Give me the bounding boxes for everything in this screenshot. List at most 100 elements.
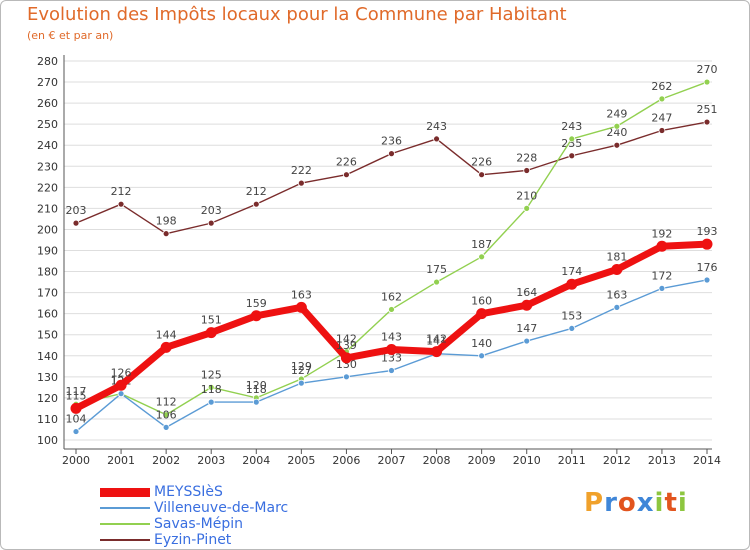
data-label: 176	[697, 261, 718, 274]
y-tick-label: 190	[37, 245, 58, 258]
data-label: 203	[201, 204, 222, 217]
data-point	[343, 373, 350, 381]
logo-letter: o	[617, 488, 637, 518]
data-point	[433, 278, 440, 286]
x-tick-label: 2008	[423, 454, 451, 467]
data-label: 249	[606, 107, 627, 120]
data-point	[613, 122, 621, 130]
data-label: 139	[336, 339, 357, 352]
x-tick-label: 2002	[152, 454, 180, 467]
x-tick-label: 2004	[242, 454, 270, 467]
data-label: 142	[426, 333, 447, 346]
chart-title: Evolution des Impôts locaux pour la Comm…	[27, 4, 567, 25]
data-label: 243	[426, 120, 447, 133]
data-point	[521, 299, 533, 311]
x-tick-label: 2010	[513, 454, 541, 467]
data-label: 203	[66, 204, 87, 217]
data-point	[613, 303, 621, 311]
y-tick-label: 240	[37, 139, 58, 152]
legend-swatch	[100, 539, 150, 541]
data-point	[162, 230, 170, 238]
x-tick-label: 2007	[378, 454, 406, 467]
data-point	[523, 204, 531, 212]
data-label: 174	[561, 265, 582, 278]
data-label: 144	[156, 328, 177, 341]
data-label: 115	[66, 389, 87, 402]
data-point	[658, 127, 666, 134]
data-point	[523, 167, 531, 174]
y-tick-label: 110	[37, 413, 58, 426]
data-label: 198	[156, 215, 177, 228]
logo-letter: P	[584, 488, 605, 518]
data-label: 175	[426, 263, 447, 276]
data-label: 210	[516, 189, 537, 202]
data-label: 187	[471, 238, 492, 251]
data-point	[295, 301, 307, 313]
data-label: 164	[516, 286, 537, 299]
data-point	[160, 341, 172, 353]
data-label: 120	[246, 379, 267, 392]
data-point	[388, 150, 395, 158]
data-label: 118	[246, 383, 267, 396]
y-tick-label: 260	[37, 97, 58, 110]
data-point	[70, 402, 82, 414]
logo-letter: x	[636, 488, 655, 518]
data-point	[566, 278, 578, 290]
y-tick-label: 120	[37, 392, 58, 405]
data-label: 142	[336, 333, 357, 346]
data-point	[117, 200, 125, 208]
y-tick-label: 180	[37, 266, 58, 279]
data-label: 226	[336, 156, 357, 169]
data-point	[476, 308, 488, 320]
x-tick-label: 2006	[332, 454, 360, 467]
x-tick-label: 2001	[107, 454, 135, 467]
data-point	[117, 390, 125, 398]
data-label: 163	[606, 288, 627, 301]
data-label: 243	[561, 120, 582, 133]
data-label: 106	[156, 408, 177, 421]
data-point	[658, 95, 666, 103]
legend-swatch	[100, 523, 150, 525]
legend-label: MEYSSIèS	[154, 484, 223, 500]
legend-item: Eyzin-Pinet	[100, 532, 288, 548]
data-point	[297, 379, 305, 387]
data-label: 222	[291, 164, 312, 177]
data-point	[343, 171, 350, 179]
y-tick-label: 230	[37, 160, 58, 173]
legend-label: Savas-Mépin	[154, 516, 244, 532]
data-point	[388, 367, 395, 374]
y-tick-label: 140	[37, 350, 58, 363]
data-label: 147	[516, 322, 537, 335]
data-point	[340, 352, 352, 364]
x-tick-label: 2000	[62, 454, 90, 467]
data-label: 251	[697, 103, 718, 116]
data-point	[250, 310, 262, 322]
data-point	[568, 135, 576, 143]
data-point	[701, 238, 713, 250]
data-label: 240	[606, 126, 627, 139]
y-tick-label: 200	[37, 223, 58, 236]
data-point	[568, 325, 576, 332]
data-point	[162, 411, 170, 419]
data-point	[613, 141, 621, 149]
data-label: 118	[201, 383, 222, 396]
x-tick-label: 2013	[648, 454, 676, 467]
logo-letter: i	[654, 488, 665, 518]
data-label: 160	[471, 295, 492, 308]
data-label: 151	[201, 314, 222, 327]
logo-letter: t	[664, 488, 678, 518]
data-label: 270	[697, 63, 718, 76]
y-tick-label: 170	[37, 287, 58, 300]
data-label: 159	[246, 297, 267, 310]
data-label: 130	[336, 358, 357, 371]
data-point	[568, 152, 576, 160]
y-tick-label: 150	[37, 329, 58, 342]
y-tick-label: 220	[37, 181, 58, 194]
data-point	[658, 284, 666, 292]
data-point	[386, 343, 397, 355]
legend-label: Eyzin-Pinet	[154, 532, 232, 548]
data-point	[297, 179, 305, 187]
data-label: 104	[66, 413, 87, 426]
data-label: 153	[561, 309, 582, 322]
